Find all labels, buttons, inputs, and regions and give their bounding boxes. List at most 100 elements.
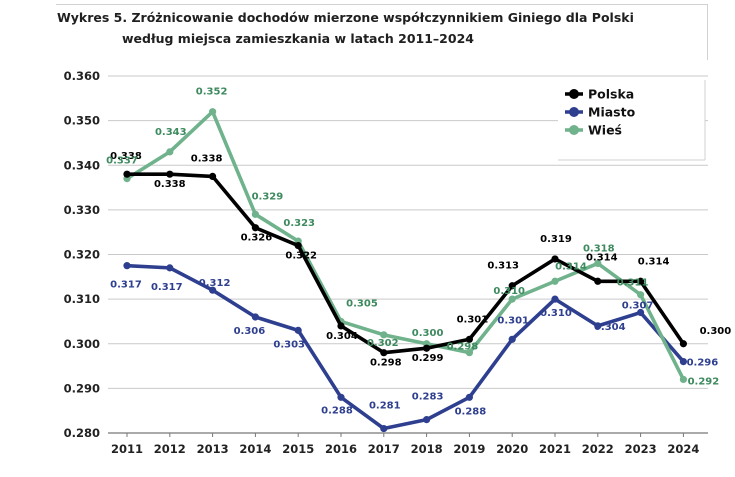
data-point-wieś bbox=[209, 108, 217, 116]
title-frame bbox=[56, 4, 708, 60]
data-point-miasto bbox=[679, 358, 688, 366]
x-tick-label: 2016 bbox=[325, 442, 357, 456]
x-tick-label: 2020 bbox=[496, 442, 528, 456]
data-label-wieś: 0.300 bbox=[412, 328, 444, 339]
data-label-polska: 0.301 bbox=[457, 314, 489, 325]
data-label-miasto: 0.296 bbox=[687, 358, 719, 369]
data-point-polska bbox=[337, 322, 345, 330]
data-point-miasto bbox=[337, 393, 345, 401]
data-point-miasto bbox=[637, 308, 645, 317]
data-label-wieś: 0.311 bbox=[617, 278, 649, 289]
legend-label-polska: Polska bbox=[588, 87, 634, 102]
data-point-wieś bbox=[166, 148, 174, 156]
grid-lines bbox=[108, 75, 708, 434]
series-line-polska bbox=[125, 172, 686, 355]
data-point-polska bbox=[423, 344, 431, 352]
data-point-wieś bbox=[679, 375, 688, 384]
x-tick-label: 2013 bbox=[197, 442, 229, 456]
x-tick-label: 2011 bbox=[111, 442, 143, 456]
data-point-miasto bbox=[551, 295, 559, 303]
data-point-polska bbox=[508, 282, 516, 290]
data-point-miasto bbox=[251, 313, 259, 321]
data-point-wieś bbox=[551, 277, 559, 285]
series-line-miasto bbox=[125, 263, 686, 431]
series-lines bbox=[123, 108, 688, 433]
data-label-polska: 0.299 bbox=[412, 353, 444, 364]
data-label-miasto: 0.288 bbox=[455, 406, 487, 417]
data-label-wieś: 0.323 bbox=[283, 218, 315, 229]
data-labels: 0.338 0.338 0.338 0.326 0.322 0.304 0.298 0.299… bbox=[106, 87, 731, 418]
y-tick-label: 0.300 bbox=[64, 337, 100, 351]
data-point-miasto bbox=[380, 424, 388, 433]
y-tick-label: 0.310 bbox=[64, 292, 100, 306]
data-label-polska: 0.338 bbox=[154, 179, 186, 190]
data-label-wieś: 0.302 bbox=[367, 338, 399, 349]
data-point-polska bbox=[551, 255, 559, 263]
data-label-miasto: 0.306 bbox=[234, 326, 266, 337]
data-point-polska bbox=[294, 241, 302, 250]
data-point-miasto bbox=[166, 264, 174, 272]
data-label-wieś: 0.305 bbox=[346, 298, 378, 309]
x-tick-label: 2015 bbox=[282, 442, 314, 456]
data-label-wieś: 0.343 bbox=[155, 127, 187, 138]
data-label-polska: 0.338 bbox=[191, 153, 223, 164]
data-point-polska bbox=[594, 277, 602, 285]
y-tick-label: 0.280 bbox=[64, 426, 100, 440]
x-tick-label: 2014 bbox=[239, 442, 271, 456]
data-label-polska: 0.313 bbox=[487, 261, 519, 272]
legend-marker-wieś bbox=[569, 125, 579, 135]
data-label-miasto: 0.283 bbox=[412, 392, 444, 403]
legend-marker-miasto bbox=[569, 107, 579, 117]
data-label-miasto: 0.303 bbox=[273, 339, 305, 350]
data-label-polska: 0.322 bbox=[285, 251, 317, 262]
data-point-miasto bbox=[209, 286, 217, 294]
data-label-miasto: 0.304 bbox=[594, 322, 626, 333]
data-label-wieś: 0.314 bbox=[555, 261, 587, 272]
data-point-wieś bbox=[465, 349, 473, 357]
x-tick-label: 2019 bbox=[453, 442, 485, 456]
data-label-miasto: 0.301 bbox=[497, 315, 529, 326]
chart-title-line-1: Wykres 5. Zróżnicowanie dochodów mierzon… bbox=[57, 10, 634, 25]
data-label-wieś: 0.298 bbox=[447, 342, 479, 353]
chart-title-line-2: według miejsca zamieszkania w latach 201… bbox=[122, 31, 474, 46]
data-point-wieś bbox=[251, 210, 259, 218]
data-label-miasto: 0.281 bbox=[369, 401, 401, 412]
data-point-polska bbox=[465, 335, 473, 343]
legend-label-miasto: Miasto bbox=[588, 105, 636, 120]
y-tick-label: 0.360 bbox=[64, 69, 100, 83]
series-line-wieś bbox=[125, 109, 686, 382]
data-label-miasto: 0.307 bbox=[622, 301, 654, 312]
x-tick-label: 2012 bbox=[154, 442, 186, 456]
data-label-polska: 0.326 bbox=[241, 233, 273, 244]
y-tick-label: 0.290 bbox=[64, 381, 100, 395]
data-label-polska: 0.319 bbox=[540, 234, 572, 245]
legend-marker-polska bbox=[569, 89, 579, 99]
data-label-miasto: 0.312 bbox=[199, 278, 231, 289]
data-point-wieś bbox=[380, 331, 388, 339]
data-label-polska: 0.304 bbox=[326, 331, 358, 342]
data-label-polska: 0.300 bbox=[700, 326, 732, 337]
data-label-wieś: 0.337 bbox=[106, 156, 138, 167]
data-point-miasto bbox=[465, 393, 473, 401]
data-label-miasto: 0.310 bbox=[540, 308, 572, 319]
data-label-polska: 0.314 bbox=[638, 256, 670, 267]
data-point-polska bbox=[209, 172, 217, 181]
data-label-polska: 0.338 bbox=[110, 151, 142, 162]
data-label-wieś: 0.310 bbox=[493, 286, 525, 297]
data-label-wieś: 0.352 bbox=[196, 87, 228, 98]
data-point-wieś bbox=[508, 295, 516, 303]
y-tick-label: 0.340 bbox=[64, 158, 100, 172]
data-point-wieś bbox=[594, 259, 602, 268]
data-point-polska bbox=[123, 170, 131, 178]
data-point-miasto bbox=[123, 262, 131, 270]
data-point-wieś bbox=[637, 291, 645, 299]
data-point-miasto bbox=[423, 416, 431, 424]
x-tick-label: 2022 bbox=[582, 442, 614, 456]
y-tick-label: 0.320 bbox=[64, 248, 100, 262]
data-label-wieś: 0.292 bbox=[688, 376, 720, 387]
data-point-miasto bbox=[594, 322, 602, 330]
data-point-polska bbox=[637, 277, 645, 285]
data-point-polska bbox=[251, 224, 259, 232]
